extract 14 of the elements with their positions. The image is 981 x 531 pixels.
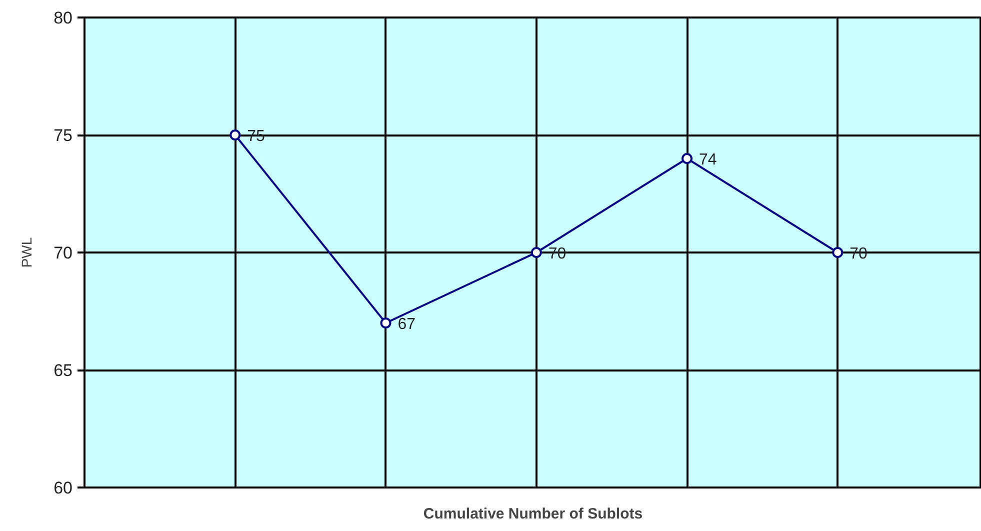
y-tick-label: 65 xyxy=(54,361,73,380)
x-axis-title: Cumulative Number of Sublots xyxy=(423,506,643,522)
point xyxy=(530,247,542,258)
data-label: 67 xyxy=(398,316,416,333)
point xyxy=(682,153,693,164)
y-tick-label: 70 xyxy=(54,244,73,262)
y-tick-label: 75 xyxy=(54,126,73,145)
data-label: 74 xyxy=(699,152,717,168)
y-tick-label: 60 xyxy=(54,478,73,498)
point xyxy=(380,318,392,328)
y-tick-label: 80 xyxy=(54,8,73,28)
point xyxy=(832,247,844,258)
point xyxy=(230,130,241,140)
y-axis-title: PWL xyxy=(18,237,35,268)
